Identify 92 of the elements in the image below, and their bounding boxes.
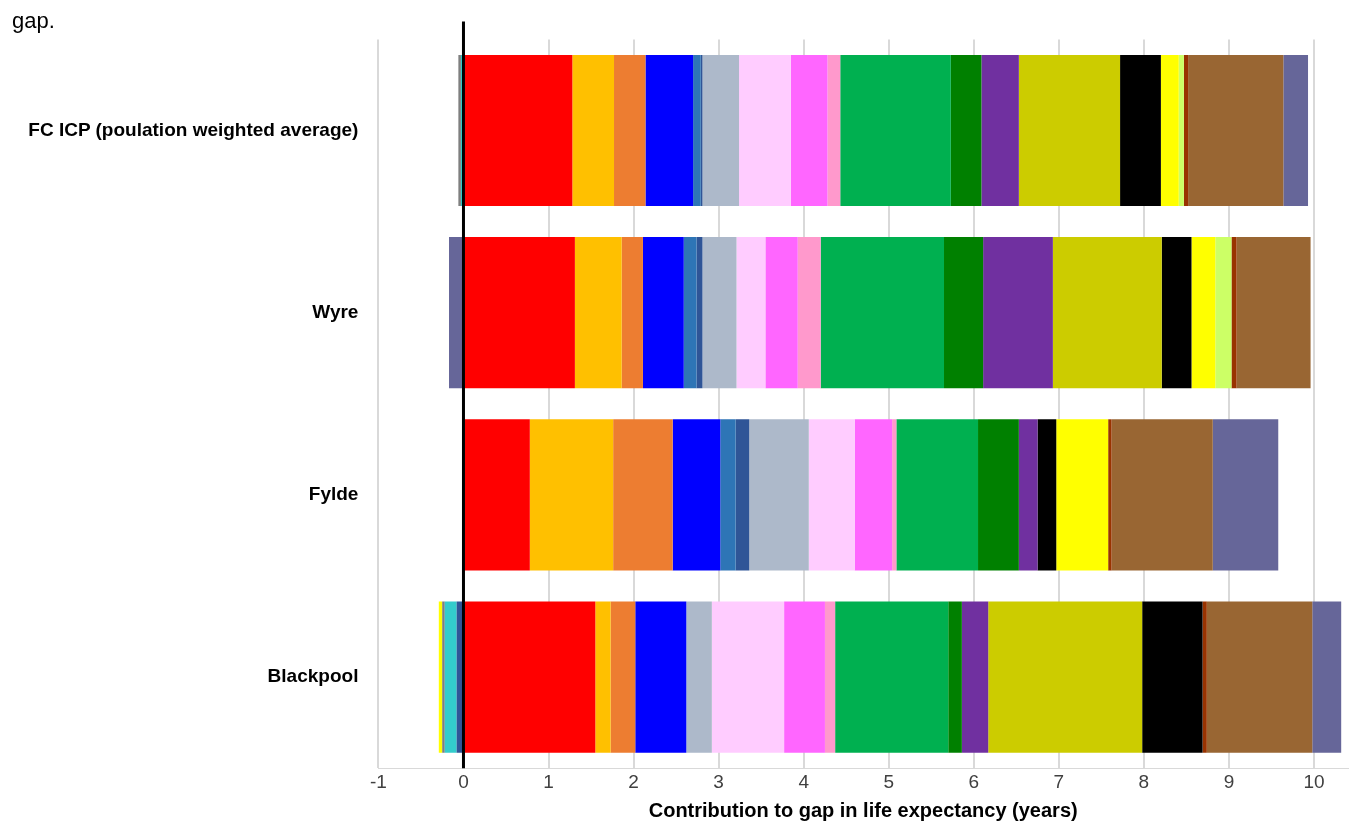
bar [854,419,893,571]
bar [672,419,721,571]
y-tick-label: Blackpool [267,665,359,687]
bar [1212,419,1279,571]
bar [978,419,1019,571]
bar [1018,54,1121,207]
bar [529,419,614,571]
bar [892,419,897,571]
bar [827,54,841,207]
bar [621,237,643,389]
bar [1188,54,1284,207]
bar [635,601,687,753]
bar [1231,237,1237,389]
bar [1312,601,1342,753]
bar [464,237,575,389]
bar [1018,419,1038,571]
x-tick-label: -1 [369,770,387,792]
bar [614,54,646,207]
bar [1052,237,1162,389]
bar [739,54,791,207]
bar [1037,419,1057,571]
bar [444,601,457,753]
x-tick-label: 2 [628,770,639,792]
bar [1236,237,1311,389]
x-tick-label: 0 [458,770,469,792]
bar [693,54,701,207]
bar [464,419,530,571]
bar [1120,54,1161,207]
y-tick-label: FC ICP (poulation weighted average) [28,118,359,140]
bar [642,237,684,389]
bar [961,601,989,753]
y-tick-label: Fylde [308,483,359,505]
x-tick-label: 5 [883,770,895,792]
bar [1283,54,1309,207]
bar [765,237,798,389]
x-tick-label: 6 [968,770,980,792]
bar [442,601,445,753]
x-tick-label: 8 [1138,770,1150,792]
bar [840,54,951,207]
bar [1111,419,1213,571]
bar [749,419,809,571]
bar [797,237,821,389]
bar [711,601,785,753]
bar [613,419,673,571]
bar [1056,419,1109,571]
bar [983,237,1053,389]
bar [1178,54,1184,207]
bar [595,601,611,753]
bar [808,419,855,571]
bar [1160,54,1179,207]
bar [736,237,766,389]
bar [950,54,982,207]
x-tick-label: 4 [798,770,810,792]
bar [572,54,615,207]
bar [1202,601,1207,753]
x-tick-label: 3 [713,770,724,792]
x-tick-label: 9 [1223,770,1235,792]
bar [820,237,945,389]
bar [1183,54,1189,207]
bar [790,54,828,207]
bar [1191,237,1216,389]
bar [574,237,622,389]
bar [686,601,712,753]
bar [1161,237,1192,389]
bar [981,54,1019,207]
bar [702,54,740,207]
bar [1206,601,1313,753]
bar [645,54,694,207]
bar [988,601,1143,753]
x-tick-label: 1 [543,770,554,792]
bar [464,54,573,207]
x-tick-label: 7 [1053,770,1065,792]
text: gap. [12,8,55,34]
bar [449,237,463,389]
bar [735,419,750,571]
bar [720,419,736,571]
bar [683,237,697,389]
x-tick-label: 10 [1303,770,1325,792]
bar [702,237,737,389]
bar [610,601,636,753]
bar [464,601,596,753]
bar [1108,419,1112,571]
bar [896,419,979,571]
bar [835,601,949,753]
bar [1215,237,1232,389]
bar [784,601,825,753]
bar [944,237,984,389]
y-tick-label: Wyre [312,300,359,322]
bar [948,601,962,753]
bar [824,601,836,753]
bar [1142,601,1203,753]
x-axis-title: Contribution to gap in life expectancy (years) [648,798,1078,821]
